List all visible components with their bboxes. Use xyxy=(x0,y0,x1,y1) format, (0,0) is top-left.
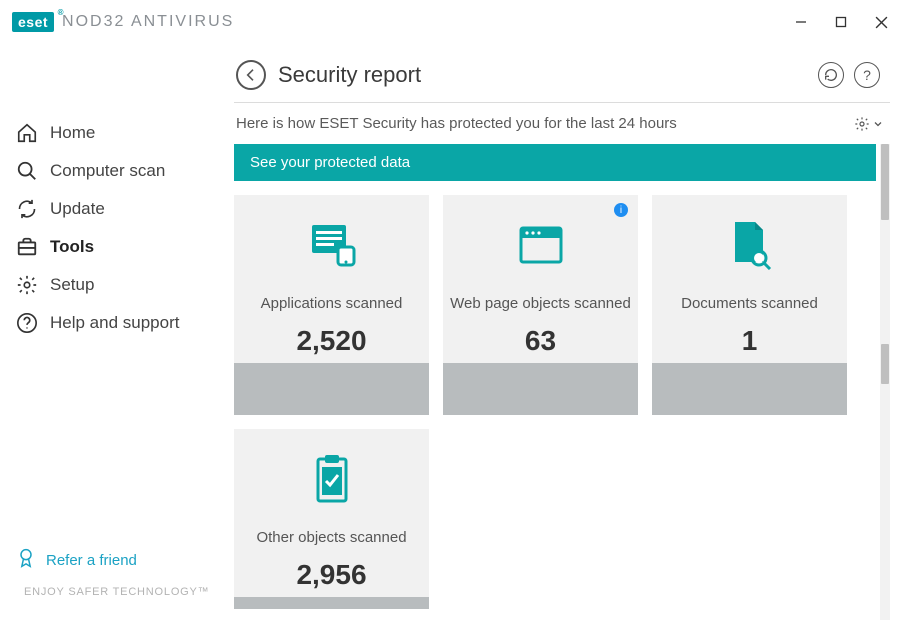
chevron-down-icon xyxy=(872,118,884,130)
card-value: 2,956 xyxy=(296,559,366,591)
nav-item-scan[interactable]: Computer scan xyxy=(0,152,234,190)
app-window: eset NOD32 ANTIVIRUS Home xyxy=(0,0,900,620)
refresh-icon xyxy=(16,198,38,220)
card-footer xyxy=(652,363,847,415)
card-web-objects[interactable]: i Web page objects scanned 63 xyxy=(443,195,638,415)
card-footer xyxy=(234,363,429,415)
back-button[interactable] xyxy=(236,60,266,90)
card-footer xyxy=(234,597,429,609)
minimize-button[interactable] xyxy=(794,15,808,29)
card-applications[interactable]: Applications scanned 2,520 xyxy=(234,195,429,415)
card-value: 63 xyxy=(525,325,556,357)
help-button[interactable]: ? xyxy=(854,62,880,88)
header-actions: ? xyxy=(818,62,880,88)
applications-icon xyxy=(304,217,360,273)
nav-label: Computer scan xyxy=(50,161,165,181)
scrollbar-thumb-top[interactable] xyxy=(881,144,889,220)
card-value: 1 xyxy=(742,325,758,357)
nav-item-setup[interactable]: Setup xyxy=(0,266,234,304)
page-title: Security report xyxy=(278,62,421,88)
card-value: 2,520 xyxy=(296,325,366,357)
refer-label: Refer a friend xyxy=(46,552,137,569)
maximize-button[interactable] xyxy=(834,15,848,29)
brand-badge: eset xyxy=(12,12,54,32)
gear-icon xyxy=(16,274,38,296)
home-icon xyxy=(16,122,38,144)
nav: Home Computer scan Update xyxy=(0,60,234,342)
nav-label: Setup xyxy=(50,275,94,295)
header: Security report ? xyxy=(234,54,890,103)
nav-item-help[interactable]: Help and support xyxy=(0,304,234,342)
stats-row-2: Other objects scanned 2,956 xyxy=(234,429,876,609)
footer-tagline: ENJOY SAFER TECHNOLOGY™ xyxy=(0,582,234,620)
brand: eset NOD32 ANTIVIRUS xyxy=(12,12,234,32)
subheader: Here is how ESET Security has protected … xyxy=(234,103,890,144)
card-other-objects[interactable]: Other objects scanned 2,956 xyxy=(234,429,429,609)
close-button[interactable] xyxy=(874,15,888,29)
browser-icon xyxy=(513,217,569,273)
nav-label: Tools xyxy=(50,237,94,257)
protected-data-banner[interactable]: See your protected data xyxy=(234,144,876,181)
main: Security report ? Here is how ESET Secur… xyxy=(234,44,900,620)
ribbon-icon xyxy=(16,548,36,572)
nav-label: Home xyxy=(50,123,95,143)
help-icon xyxy=(16,312,38,334)
body: Home Computer scan Update xyxy=(0,44,900,620)
card-label: Other objects scanned xyxy=(256,519,406,557)
content: See your protected data Applications sca… xyxy=(234,144,890,620)
subheader-text: Here is how ESET Security has protected … xyxy=(236,115,677,132)
settings-dropdown[interactable] xyxy=(854,116,884,132)
nav-item-tools[interactable]: Tools xyxy=(0,228,234,266)
card-label: Web page objects scanned xyxy=(450,285,631,323)
card-label: Applications scanned xyxy=(261,285,403,323)
window-controls xyxy=(794,15,888,29)
info-icon[interactable]: i xyxy=(614,203,628,217)
briefcase-icon xyxy=(16,236,38,258)
clipboard-check-icon xyxy=(304,451,360,507)
document-search-icon xyxy=(722,217,778,273)
scrollbar[interactable] xyxy=(880,144,890,620)
scrollbar-thumb[interactable] xyxy=(881,344,889,384)
search-icon xyxy=(16,160,38,182)
reload-button[interactable] xyxy=(818,62,844,88)
stats-row-1: Applications scanned 2,520 i xyxy=(234,195,876,415)
nav-label: Update xyxy=(50,199,105,219)
refer-link[interactable]: Refer a friend xyxy=(0,536,234,582)
nav-label: Help and support xyxy=(50,313,179,333)
titlebar: eset NOD32 ANTIVIRUS xyxy=(0,0,900,44)
nav-item-home[interactable]: Home xyxy=(0,114,234,152)
card-label: Documents scanned xyxy=(681,285,818,323)
card-documents[interactable]: Documents scanned 1 xyxy=(652,195,847,415)
brand-product: NOD32 ANTIVIRUS xyxy=(62,13,234,31)
card-footer xyxy=(443,363,638,415)
gear-icon xyxy=(854,116,870,132)
nav-item-update[interactable]: Update xyxy=(0,190,234,228)
sidebar: Home Computer scan Update xyxy=(0,44,234,620)
